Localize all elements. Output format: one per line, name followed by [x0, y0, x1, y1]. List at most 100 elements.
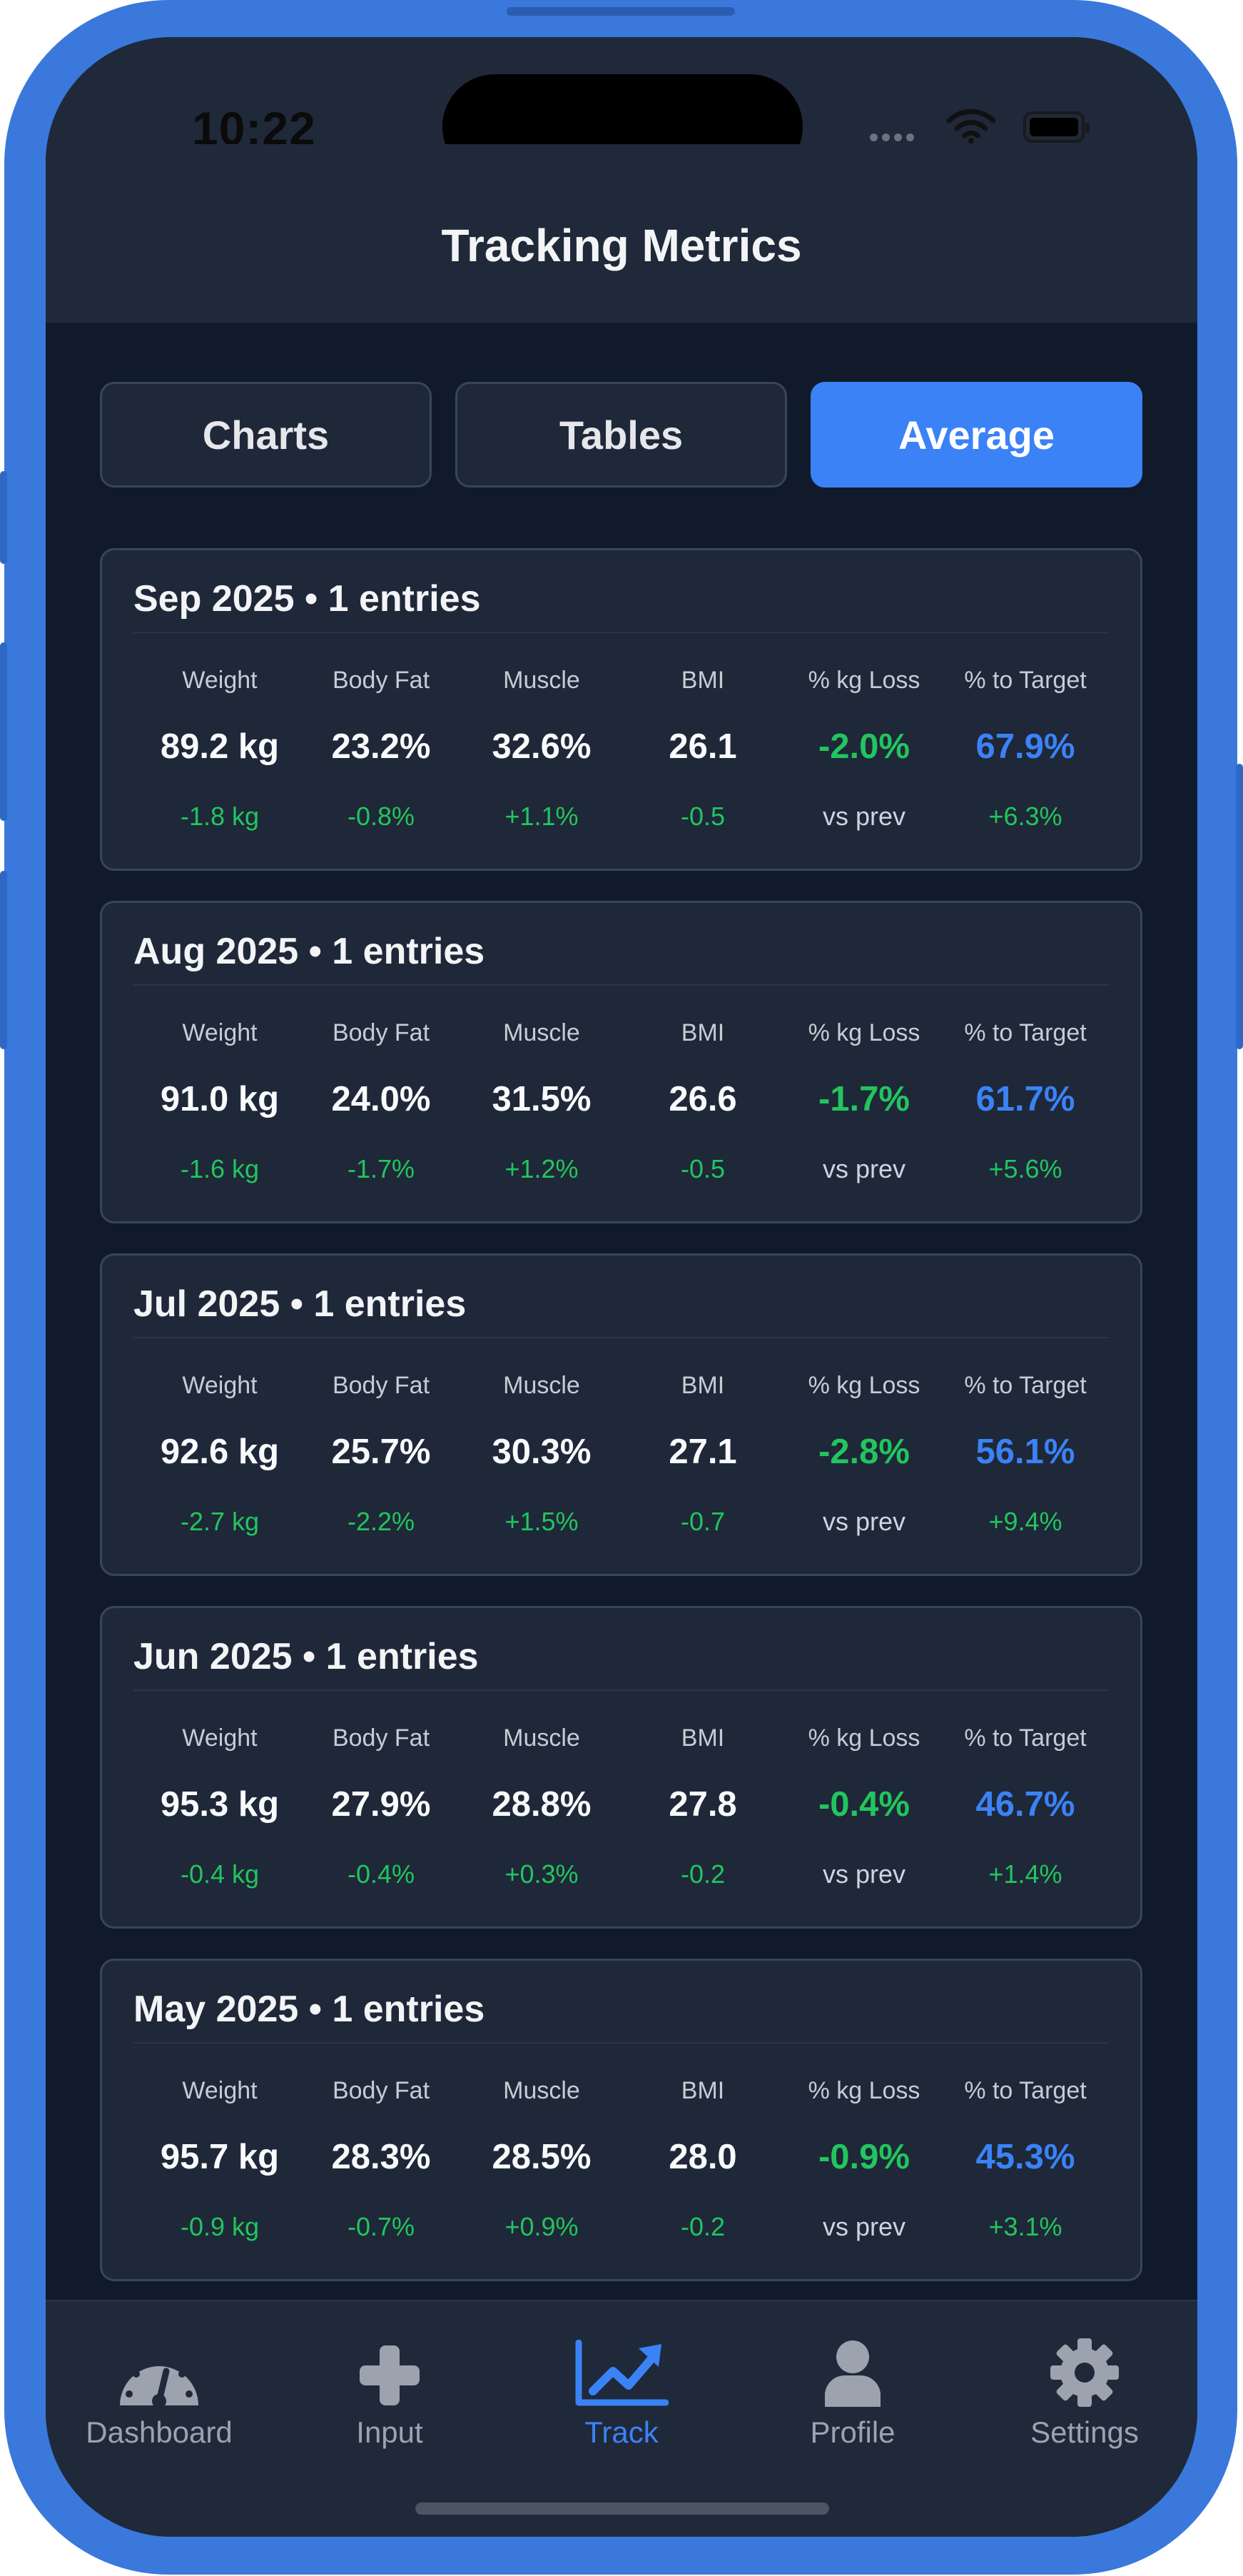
cellular-signal-icon: [870, 132, 918, 145]
metric-delta: +5.6%: [988, 1154, 1062, 1183]
metric-label: Weight: [182, 2077, 258, 2104]
metric-delta: vs prev: [822, 1859, 906, 1889]
metric-label: % to Target: [964, 2077, 1087, 2104]
tab-input[interactable]: Input: [297, 2330, 482, 2450]
metric-delta: -0.4 kg: [180, 1859, 260, 1889]
metric-value: 46.7%: [975, 1785, 1075, 1824]
metric-value: 23.2%: [331, 727, 431, 766]
tab-label: Input: [356, 2415, 423, 2449]
metric-value: 27.8: [669, 1785, 737, 1824]
battery-icon: [1023, 111, 1090, 143]
metric-label: % kg Loss: [808, 667, 920, 694]
metric-value: 89.2 kg: [160, 727, 280, 766]
metric-delta: -0.9 kg: [180, 2212, 260, 2241]
metric-delta: -2.2%: [347, 1507, 415, 1536]
metric-value: 28.0: [669, 2138, 737, 2176]
metric-delta: +0.9%: [504, 2212, 579, 2241]
tab-label: Dashboard: [86, 2415, 233, 2449]
month-card-title: May 2025 • 1 entries: [133, 1989, 485, 2030]
metric-delta: -0.7: [680, 1507, 726, 1536]
tab-track[interactable]: Track: [529, 2330, 714, 2450]
metric-delta: vs prev: [822, 2212, 906, 2241]
metric-value: 24.0%: [331, 1080, 431, 1118]
metric-value: 91.0 kg: [160, 1080, 280, 1118]
metric-label: Muscle: [503, 2077, 580, 2104]
tab-settings[interactable]: Settings: [992, 2330, 1177, 2450]
metric-delta: -0.4%: [347, 1859, 415, 1889]
metric-delta: -0.2: [680, 1859, 726, 1889]
screen: 10:22 Tracking Metrics Charts Tables Ave…: [46, 37, 1197, 2537]
speaker-grille: [507, 7, 735, 16]
home-indicator[interactable]: [415, 2502, 829, 2515]
metric-value: 67.9%: [975, 727, 1075, 766]
segment-average[interactable]: Average: [811, 382, 1142, 488]
tab-label: Track: [584, 2415, 659, 2449]
month-card: Sep 2025 • 1 entries Weight 89.2 kg -1.8 kg…: [100, 548, 1142, 871]
metric-value: 32.6%: [492, 727, 592, 766]
metric-value: 95.3 kg: [160, 1785, 280, 1824]
metric-delta: vs prev: [822, 802, 906, 831]
metric-label: Body Fat: [332, 1372, 430, 1399]
metric-label: % to Target: [964, 1724, 1087, 1752]
segment-charts[interactable]: Charts: [100, 382, 432, 488]
metric-delta: +1.5%: [504, 1507, 579, 1536]
card-divider: [133, 2042, 1109, 2044]
metric-value: 26.6: [669, 1080, 737, 1118]
side-button-volume-down: [0, 871, 7, 1049]
user-icon: [825, 2340, 881, 2407]
metric-label: Muscle: [503, 1019, 580, 1046]
tab-dashboard[interactable]: Dashboard: [66, 2330, 252, 2450]
metric-value: -2.0%: [818, 727, 910, 766]
metric-delta: -0.5: [680, 1154, 726, 1183]
month-card: May 2025 • 1 entries Weight 95.7 kg -0.9 kg…: [100, 1959, 1142, 2281]
card-divider: [133, 1689, 1109, 1691]
metric-delta: +1.2%: [504, 1154, 579, 1183]
metric-value: 28.8%: [492, 1785, 592, 1824]
metric-value: -2.8%: [818, 1433, 910, 1471]
metric-delta: +0.3%: [504, 1859, 579, 1889]
card-divider: [133, 632, 1109, 633]
plus-icon: [360, 2345, 420, 2405]
metric-label: Weight: [182, 667, 258, 694]
month-card: Jun 2025 • 1 entries Weight 95.3 kg -0.4 kg…: [100, 1606, 1142, 1929]
card-divider: [133, 984, 1109, 986]
metric-label: BMI: [681, 667, 725, 694]
metric-label: Body Fat: [332, 1019, 430, 1046]
metric-delta: +9.4%: [988, 1507, 1062, 1536]
metric-value: 28.5%: [492, 2138, 592, 2176]
tab-label: Settings: [1030, 2415, 1139, 2449]
metric-value: 26.1: [669, 727, 737, 766]
tab-label: Profile: [810, 2415, 896, 2449]
metric-value: 92.6 kg: [160, 1433, 280, 1471]
metric-delta: vs prev: [822, 1154, 906, 1183]
gauge-icon: [120, 2359, 198, 2408]
metric-label: % to Target: [964, 1019, 1087, 1046]
metric-label: BMI: [681, 1372, 725, 1399]
metric-label: Weight: [182, 1372, 258, 1399]
metric-delta: +1.1%: [504, 802, 579, 831]
segment-tables[interactable]: Tables: [455, 382, 787, 488]
metric-delta: -0.8%: [347, 802, 415, 831]
metric-label: % to Target: [964, 667, 1087, 694]
metric-value: 61.7%: [975, 1080, 1075, 1118]
metric-label: Muscle: [503, 1724, 580, 1752]
metric-label: Weight: [182, 1019, 258, 1046]
metric-label: Body Fat: [332, 1724, 430, 1752]
tab-profile[interactable]: Profile: [760, 2330, 945, 2450]
metric-value: -1.7%: [818, 1080, 910, 1118]
status-bar: 10:22: [46, 37, 1197, 179]
side-button-action: [0, 471, 7, 564]
metric-label: % kg Loss: [808, 1019, 920, 1046]
wifi-icon: [946, 108, 996, 143]
metric-label: BMI: [681, 1019, 725, 1046]
metric-delta: +1.4%: [988, 1859, 1062, 1889]
card-divider: [133, 1337, 1109, 1338]
month-card: Aug 2025 • 1 entries Weight 91.0 kg -1.6 kg…: [100, 901, 1142, 1223]
month-card: Jul 2025 • 1 entries Weight 92.6 kg -2.7 kg…: [100, 1253, 1142, 1576]
metric-label: % to Target: [964, 1372, 1087, 1399]
metric-value: 31.5%: [492, 1080, 592, 1118]
page-title: Tracking Metrics: [441, 220, 802, 271]
metric-delta: +6.3%: [988, 802, 1062, 831]
nav-bar: [46, 144, 1197, 323]
metric-value: -0.9%: [818, 2138, 910, 2176]
